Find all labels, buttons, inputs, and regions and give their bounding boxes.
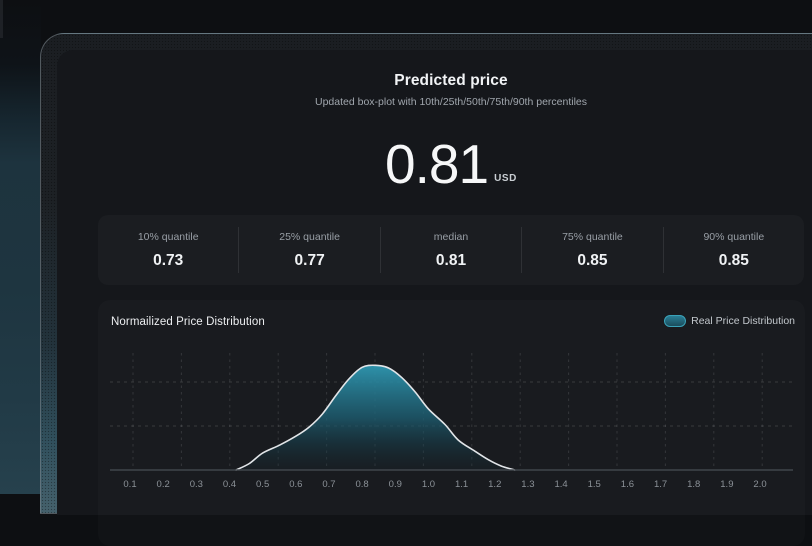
quantile-stats-panel: 10% quantile 0.73 25% quantile 0.77 medi… (98, 215, 804, 285)
x-tick-label: 0.2 (157, 479, 170, 490)
x-tick-label: 1.7 (654, 479, 667, 490)
x-tick-label: 1.1 (455, 479, 468, 490)
x-tick-label: 1.5 (588, 479, 601, 490)
x-tick-label: 1.6 (621, 479, 634, 490)
stat-value: 0.73 (153, 252, 184, 269)
distribution-area-chart[interactable]: 0.1 0.2 0.3 0.4 0.5 0.6 0.7 0.8 0.9 1.0 1.1 1.2 1.3 1… (98, 330, 805, 496)
legend-label: Real Price Distribution (691, 315, 795, 327)
stat-75-quantile: 75% quantile 0.85 (522, 215, 662, 285)
predicted-price-currency: USD (494, 173, 517, 184)
x-tick-label: 0.1 (123, 479, 136, 490)
divider (238, 227, 240, 273)
x-tick-label: 1.4 (554, 479, 567, 490)
stat-value: 0.77 (294, 252, 325, 269)
page-title: Predicted price (394, 72, 508, 89)
left-edge-glow (0, 0, 41, 494)
stat-90-quantile: 90% quantile 0.85 (664, 215, 804, 285)
stat-25-quantile: 25% quantile 0.77 (239, 215, 379, 285)
page-subtitle: Updated box-plot with 10th/25th/50th/75t… (314, 96, 588, 108)
predicted-price: 0.81 USD (98, 134, 804, 194)
x-tick-label: 1.9 (720, 479, 733, 490)
chart-title: Normailized Price Distribution (111, 316, 265, 328)
x-tick-label: 1.0 (422, 479, 435, 490)
stat-value: 0.85 (718, 252, 749, 269)
x-tick-label: 1.8 (687, 479, 700, 490)
x-tick-label: 2.0 (753, 479, 766, 490)
x-tick-label: 0.8 (356, 479, 369, 490)
prediction-card: Predicted price Updated box-plot with 10… (57, 50, 812, 515)
stat-label: 10% quantile (137, 231, 199, 243)
stat-label: 90% quantile (703, 231, 765, 243)
stat-median: median 0.81 (381, 215, 521, 285)
divider (662, 227, 664, 273)
distribution-area-fill (236, 365, 515, 470)
divider (379, 227, 381, 273)
stat-10-quantile: 10% quantile 0.73 (98, 215, 238, 285)
stat-label: 25% quantile (279, 231, 340, 243)
distribution-curve (235, 364, 516, 471)
stat-value: 0.81 (435, 252, 467, 269)
x-tick-label: 1.3 (521, 479, 534, 490)
distribution-chart-panel: Normailized Price Distribution Real Pric… (98, 300, 805, 546)
x-tick-label: 0.9 (389, 479, 402, 490)
stat-label: 75% quantile (562, 231, 623, 243)
x-tick-label: 0.4 (223, 479, 236, 490)
x-tick-label: 1.2 (488, 479, 501, 490)
x-axis-tick-labels: 0.1 0.2 0.3 0.4 0.5 0.6 0.7 0.8 0.9 1.0 1.1 1.2 1.3 1… (123, 479, 766, 490)
divider (521, 227, 523, 273)
card-content: Predicted price Updated box-plot with 10… (98, 50, 804, 515)
device-frame: Predicted price Updated box-plot with 10… (40, 33, 812, 515)
chart-horizontal-gridlines (110, 381, 793, 427)
x-tick-label: 0.6 (289, 479, 302, 490)
legend-swatch-icon (664, 315, 687, 327)
stat-value: 0.85 (577, 252, 608, 269)
legend-real-price-distribution[interactable]: Real Price Distribution (664, 315, 795, 327)
x-tick-label: 0.5 (256, 479, 269, 490)
predicted-price-value: 0.81 (385, 133, 489, 195)
x-tick-label: 0.3 (190, 479, 203, 490)
x-tick-label: 0.7 (322, 479, 335, 490)
stat-label: median (433, 231, 469, 243)
left-edge-highlight (0, 0, 3, 38)
